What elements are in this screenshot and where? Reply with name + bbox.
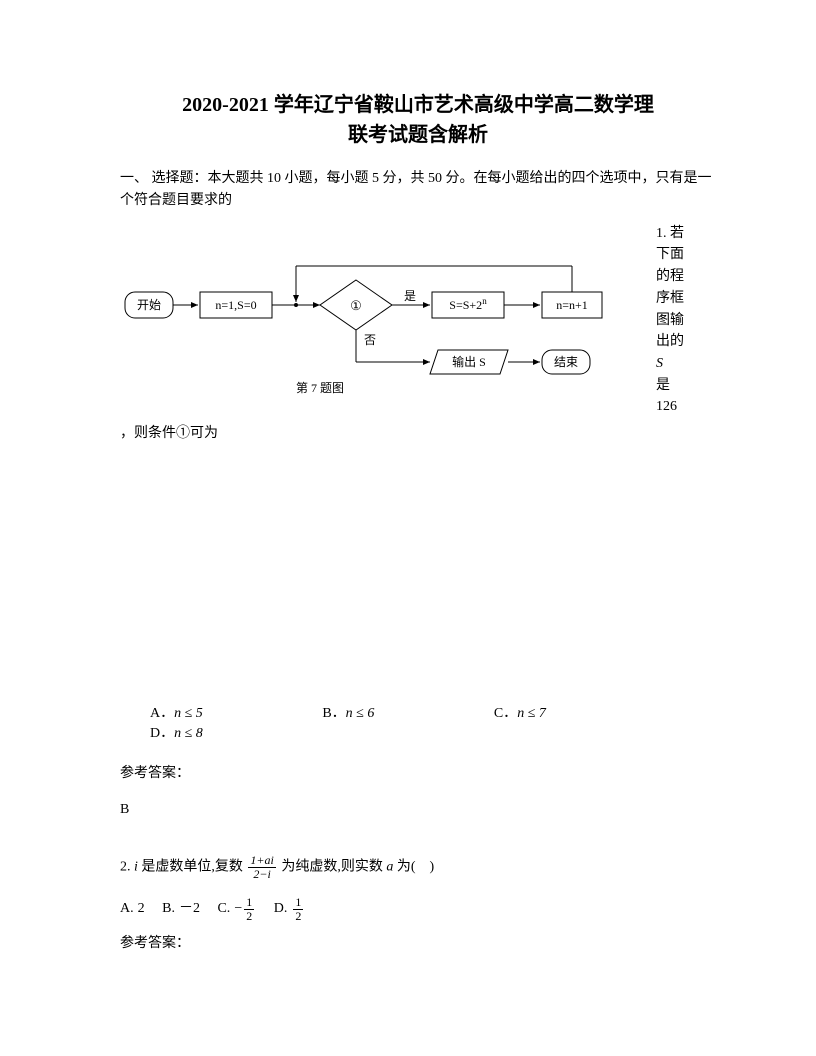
q2-prefix: 2. [120, 859, 134, 874]
q2-frac: 1+ai2−i [248, 854, 275, 880]
q2-vd-frac: 12 [293, 896, 303, 922]
q2-vc-den: 2 [244, 910, 254, 923]
title-line2: 联考试题含解析 [348, 124, 488, 146]
page-title: 2020-2021 学年辽宁省鞍山市艺术高级中学高二数学理 联考试题含解析 [120, 90, 716, 150]
flow-start: 开始 [137, 298, 161, 312]
q1-opt-c: C．n ≤ 7 [494, 702, 604, 722]
flow-init: n=1,S=0 [215, 298, 256, 312]
title-line1: 2020-2021 学年辽宁省鞍山市艺术高级中学高二数学理 [182, 94, 654, 116]
q1-rt-0: 1. 若 [656, 223, 690, 245]
q1-opt-c-val: n ≤ 7 [517, 706, 546, 722]
q2-opt-c: C.−12 [217, 901, 256, 916]
q2-vc-num: 1 [244, 896, 254, 910]
q1-opt-a: A．n ≤ 5 [150, 702, 261, 722]
q1-rt-s: S 是 [656, 353, 690, 396]
q1-opt-b-val: n ≤ 6 [346, 706, 375, 722]
q2-ld: D. [274, 901, 288, 916]
q2-s3: 为( ) [393, 859, 434, 874]
q2-vb: －2 [179, 901, 200, 916]
flow-cond: ① [350, 298, 362, 313]
svg-text:S=S+2n: S=S+2n [449, 296, 487, 312]
section-1-header: 一、 选择题：本大题共 10 小题，每小题 5 分，共 50 分。在每小题给出的… [120, 168, 716, 213]
q1-rt-4: 图输 [656, 310, 690, 332]
q1-rt-2: 的程 [656, 266, 690, 288]
q1-options: A．n ≤ 5 B．n ≤ 6 C．n ≤ 7 D．n ≤ 8 [120, 702, 716, 742]
question-2: 2. i 是虚数单位,复数 1+ai2−i 为纯虚数,则实数 a 为( ) [120, 854, 716, 880]
flow-step-sup: n [482, 296, 487, 306]
q2-lc: C. [217, 901, 230, 916]
q2-options: A.2 B.－2 C.−12 D.12 [120, 896, 716, 922]
q2-lb: B. [162, 901, 175, 916]
q1-opt-b: B．n ≤ 6 [322, 702, 432, 722]
flow-no: 否 [364, 333, 376, 347]
q1-rt-3: 序框 [656, 288, 690, 310]
q1-answer-label: 参考答案： [120, 762, 716, 782]
q1-s-after: 是 [656, 375, 690, 397]
q2-answer-label: 参考答案： [120, 932, 716, 952]
q1-opt-a-val: n ≤ 5 [174, 706, 203, 722]
q2-opt-a: A. 2 [120, 901, 145, 916]
q2-vd-den: 2 [293, 910, 303, 923]
q1-rt-1: 下面 [656, 244, 690, 266]
q2-opt-b: B. －2 [162, 901, 200, 916]
flow-yes: 是 [404, 289, 416, 303]
question-1-row: 开始 n=1,S=0 ① 是 否 S=S+2n [120, 221, 716, 418]
q2-frac-num: 1+ai [248, 854, 275, 868]
q2-s2: 为纯虚数,则实数 [278, 859, 387, 874]
q2-s1: 是虚数单位,复数 [138, 859, 247, 874]
flow-inc: n=n+1 [556, 298, 588, 312]
q2-vd-num: 1 [293, 896, 303, 910]
q2-vc-neg: − [234, 901, 242, 916]
q2-la: A. [120, 901, 134, 916]
q2-frac-den: 2−i [248, 868, 275, 881]
q1-after: ，则条件①可为 [120, 422, 716, 442]
q2-va: 2 [138, 901, 145, 916]
q1-answer: B [120, 802, 716, 818]
q1-opt-d-val: n ≤ 8 [174, 726, 203, 742]
flow-output: 输出 S [452, 354, 486, 369]
q1-rt-5: 出的 [656, 331, 690, 353]
q2-opt-d: D.12 [274, 901, 306, 916]
flow-caption: 第 7 题图 [296, 381, 344, 395]
flow-step: S=S+2 [449, 298, 482, 312]
q1-opt-d: D．n ≤ 8 [150, 722, 261, 742]
q1-right-text: 1. 若 下面 的程 序框 图输 出的 S 是 126 [656, 221, 690, 418]
q2-vc-frac: 12 [244, 896, 254, 922]
q1-rt-val: 126 [656, 396, 690, 418]
q1-s-sym: S [656, 353, 690, 375]
flow-end: 结束 [554, 355, 578, 369]
flowchart: 开始 n=1,S=0 ① 是 否 S=S+2n [120, 232, 650, 407]
